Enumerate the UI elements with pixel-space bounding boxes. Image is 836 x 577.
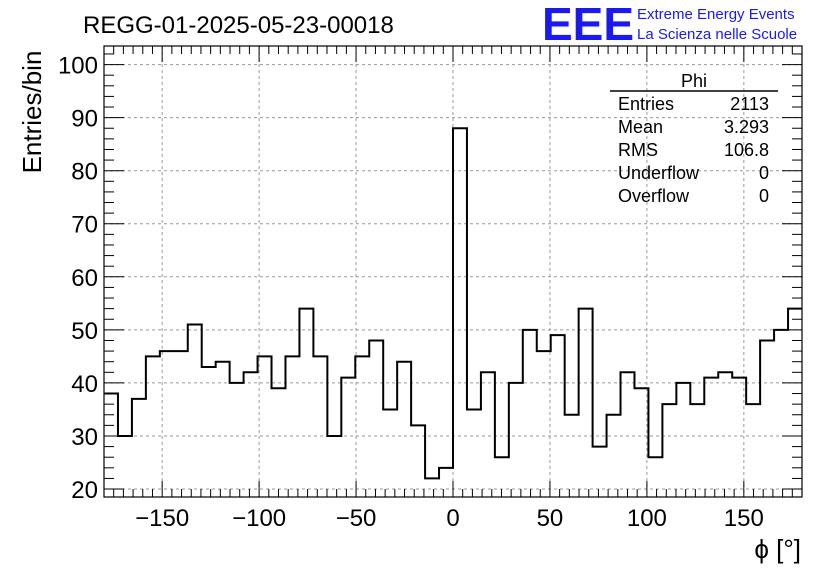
logo-mark: EEE bbox=[542, 0, 634, 50]
x-tick-label: 50 bbox=[537, 505, 564, 532]
stats-row-value: 0 bbox=[759, 163, 769, 183]
x-tick-label: −50 bbox=[336, 505, 377, 532]
x-tick-label: 150 bbox=[724, 505, 764, 532]
stats-row-label: Underflow bbox=[618, 163, 700, 183]
stats-row-label: Overflow bbox=[618, 186, 690, 206]
stats-row-value: 106.8 bbox=[724, 140, 769, 160]
stats-row-value: 2113 bbox=[730, 94, 769, 114]
stats-box: Phi Entries 2113 Mean 3.293 RMS 106.8 Underflo… bbox=[610, 71, 778, 206]
eee-logo: EEE Extreme Energy Events La Scienza nel… bbox=[542, 0, 797, 50]
x-tick-label: −150 bbox=[135, 505, 189, 532]
y-tick-label: 100 bbox=[58, 53, 98, 80]
chart-title: REGG-01-2025-05-23-00018 bbox=[83, 12, 394, 39]
y-tick-label: 70 bbox=[71, 212, 98, 239]
y-tick-label: 90 bbox=[71, 106, 98, 133]
y-tick-label: 40 bbox=[71, 371, 98, 398]
y-axis-label: Entries/bin bbox=[17, 51, 47, 174]
y-tick-label: 20 bbox=[71, 477, 98, 504]
x-axis-label: ϕ [°] bbox=[754, 534, 801, 564]
histogram-outline bbox=[104, 127, 802, 480]
y-tick-labels: 20 30 40 50 60 70 80 90 100 bbox=[58, 53, 98, 504]
y-tick-label: 80 bbox=[71, 159, 98, 186]
y-tick-label: 50 bbox=[71, 318, 98, 345]
stats-rows: Entries 2113 Mean 3.293 RMS 106.8 Underflow 0 Ov… bbox=[618, 94, 769, 206]
stats-title: Phi bbox=[681, 71, 707, 91]
logo-line-1: Extreme Energy Events bbox=[637, 6, 795, 23]
x-tick-label: 0 bbox=[446, 505, 459, 532]
stats-row-label: Entries bbox=[618, 94, 674, 114]
stats-row-value: 0 bbox=[759, 186, 769, 206]
stats-row-value: 3.293 bbox=[724, 117, 769, 137]
y-tick-label: 60 bbox=[71, 265, 98, 292]
histogram-series bbox=[104, 127, 802, 480]
stats-row-label: RMS bbox=[618, 140, 658, 160]
logo-line-2: La Scienza nelle Scuole bbox=[637, 26, 797, 43]
axis-ticks bbox=[104, 46, 802, 497]
x-tick-label: 100 bbox=[627, 505, 667, 532]
y-tick-label: 30 bbox=[71, 424, 98, 451]
x-tick-label: −100 bbox=[232, 505, 286, 532]
stats-row-label: Mean bbox=[618, 117, 663, 137]
x-tick-labels: −150 −100 −50 0 50 100 150 bbox=[135, 505, 764, 532]
